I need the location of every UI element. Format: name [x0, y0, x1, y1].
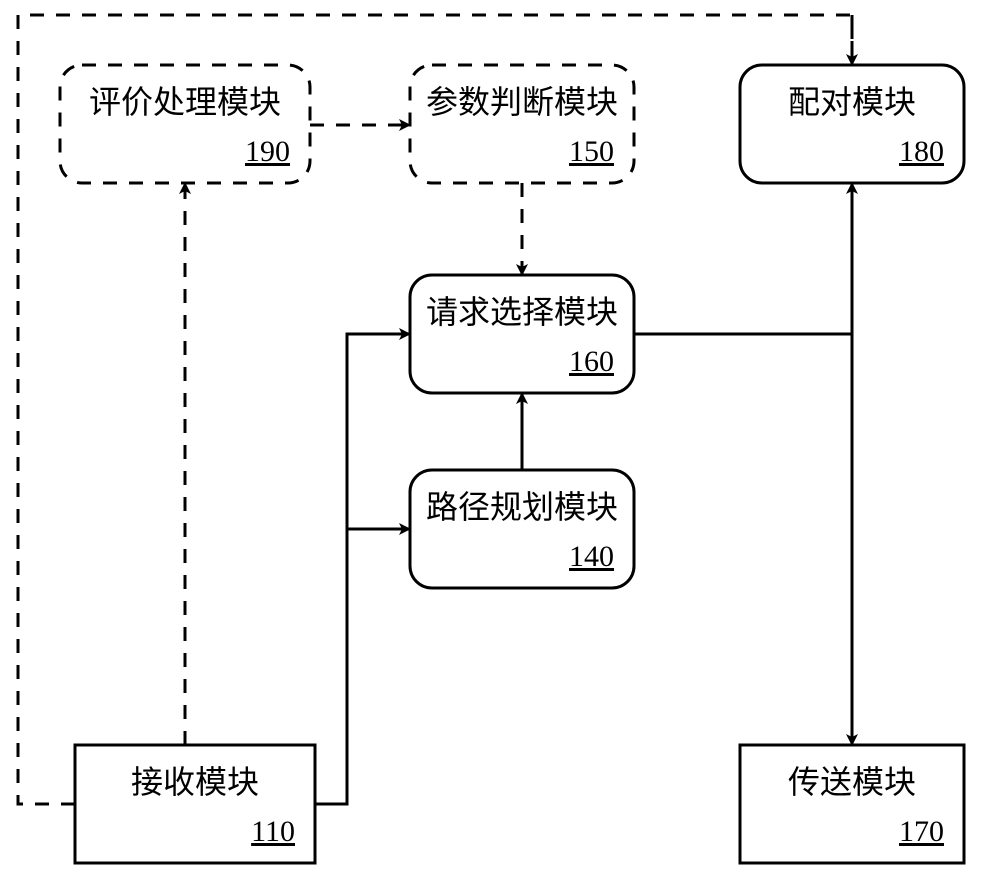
node-ref: 180 [899, 135, 944, 168]
node-ref: 190 [245, 135, 290, 168]
node-170: 传送模块 170 [740, 745, 964, 863]
node-label: 传送模块 [788, 764, 916, 800]
node-ref: 170 [899, 815, 944, 848]
edge-e4 [634, 183, 852, 334]
node-label: 参数判断模块 [426, 84, 618, 120]
node-label: 配对模块 [788, 84, 916, 120]
node-ref: 160 [569, 345, 614, 378]
node-ref: 150 [569, 135, 614, 168]
node-label: 请求选择模块 [426, 294, 618, 330]
nodes-layer: 评价处理模块 190 参数判断模块 150 配对模块 180 请求选择模块 160 路径规划模块… [60, 65, 964, 863]
node-label: 评价处理模块 [89, 84, 281, 120]
node-ref: 110 [251, 815, 295, 848]
node-150: 参数判断模块 150 [410, 65, 634, 183]
node-label: 接收模块 [131, 764, 259, 800]
node-140: 路径规划模块 140 [410, 470, 634, 588]
node-160: 请求选择模块 160 [410, 275, 634, 393]
node-110: 接收模块 110 [75, 745, 315, 863]
edge-e6 [315, 334, 410, 804]
node-ref: 140 [569, 540, 614, 573]
diagram-canvas: 评价处理模块 190 参数判断模块 150 配对模块 180 请求选择模块 160 路径规划模块… [0, 0, 1000, 884]
node-190: 评价处理模块 190 [60, 65, 310, 183]
node-label: 路径规划模块 [426, 489, 618, 525]
node-180: 配对模块 180 [740, 65, 964, 183]
